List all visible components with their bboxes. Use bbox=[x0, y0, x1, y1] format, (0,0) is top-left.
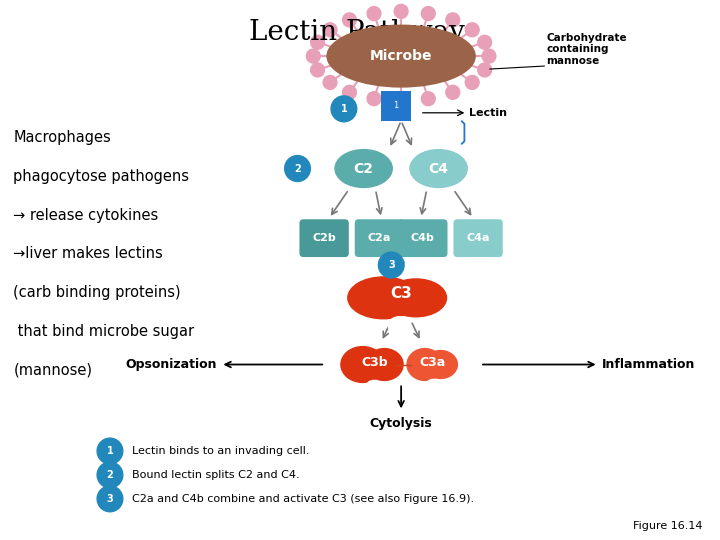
Ellipse shape bbox=[366, 349, 403, 380]
Text: C2: C2 bbox=[354, 161, 374, 176]
Circle shape bbox=[97, 486, 123, 512]
Ellipse shape bbox=[335, 150, 392, 187]
Text: C3a: C3a bbox=[420, 356, 446, 369]
Ellipse shape bbox=[410, 150, 467, 187]
Text: Figure 16.14: Figure 16.14 bbox=[633, 521, 702, 531]
Ellipse shape bbox=[366, 380, 380, 393]
Circle shape bbox=[97, 438, 123, 464]
Text: → release cytokines: → release cytokines bbox=[14, 208, 158, 222]
Circle shape bbox=[323, 23, 337, 37]
Text: C3b: C3b bbox=[361, 356, 388, 369]
Text: 2: 2 bbox=[107, 470, 113, 480]
Circle shape bbox=[395, 4, 408, 18]
Ellipse shape bbox=[427, 380, 438, 389]
Circle shape bbox=[465, 23, 479, 37]
Text: 1: 1 bbox=[341, 104, 347, 114]
Circle shape bbox=[343, 13, 356, 27]
Circle shape bbox=[465, 76, 479, 90]
Circle shape bbox=[421, 6, 435, 21]
Circle shape bbox=[395, 94, 408, 108]
FancyBboxPatch shape bbox=[454, 219, 503, 257]
Circle shape bbox=[323, 76, 337, 90]
Ellipse shape bbox=[327, 25, 475, 87]
Text: 1: 1 bbox=[107, 446, 113, 456]
Text: ❳: ❳ bbox=[453, 120, 474, 145]
Ellipse shape bbox=[385, 279, 446, 317]
Text: Microbe: Microbe bbox=[370, 49, 433, 63]
Circle shape bbox=[367, 6, 381, 21]
FancyBboxPatch shape bbox=[398, 219, 448, 257]
Text: 3: 3 bbox=[107, 494, 113, 504]
Circle shape bbox=[482, 49, 496, 63]
Text: Cytolysis: Cytolysis bbox=[370, 417, 433, 430]
Circle shape bbox=[284, 156, 310, 181]
Circle shape bbox=[343, 85, 356, 99]
Text: Macrophages: Macrophages bbox=[14, 130, 111, 145]
Text: Lectin binds to an invading cell.: Lectin binds to an invading cell. bbox=[132, 446, 309, 456]
Text: C2a and C4b combine and activate C3 (see also Figure 16.9).: C2a and C4b combine and activate C3 (see… bbox=[132, 494, 474, 504]
Circle shape bbox=[331, 96, 356, 122]
Text: Inflammation: Inflammation bbox=[601, 358, 695, 371]
Text: C4a: C4a bbox=[467, 233, 490, 243]
FancyBboxPatch shape bbox=[382, 91, 411, 121]
Circle shape bbox=[446, 13, 459, 27]
Circle shape bbox=[421, 92, 435, 106]
Ellipse shape bbox=[388, 317, 410, 335]
Text: Bound lectin splits C2 and C4.: Bound lectin splits C2 and C4. bbox=[132, 470, 300, 480]
Text: Carbohydrate
containing
mannose: Carbohydrate containing mannose bbox=[546, 32, 627, 66]
Circle shape bbox=[310, 63, 325, 77]
Text: C3: C3 bbox=[390, 286, 412, 301]
Circle shape bbox=[379, 252, 404, 278]
Text: C2b: C2b bbox=[312, 233, 336, 243]
Text: →liver makes lectins: →liver makes lectins bbox=[14, 246, 163, 261]
Text: C2a: C2a bbox=[368, 233, 391, 243]
Text: Lectin Pathway: Lectin Pathway bbox=[249, 19, 464, 46]
Text: (carb binding proteins): (carb binding proteins) bbox=[14, 285, 181, 300]
FancyBboxPatch shape bbox=[300, 219, 348, 257]
Text: Opsonization: Opsonization bbox=[125, 358, 217, 371]
Circle shape bbox=[446, 85, 459, 99]
Ellipse shape bbox=[341, 347, 384, 382]
Circle shape bbox=[97, 462, 123, 488]
FancyBboxPatch shape bbox=[355, 219, 404, 257]
Text: 3: 3 bbox=[388, 260, 395, 270]
Circle shape bbox=[367, 92, 381, 106]
Circle shape bbox=[307, 49, 320, 63]
Circle shape bbox=[478, 35, 492, 49]
Text: that bind microbe sugar: that bind microbe sugar bbox=[14, 323, 194, 339]
Text: phagocytose pathogens: phagocytose pathogens bbox=[14, 169, 189, 184]
Text: C4: C4 bbox=[428, 161, 449, 176]
Ellipse shape bbox=[348, 277, 419, 319]
Text: 1: 1 bbox=[394, 102, 399, 110]
Text: Lectin: Lectin bbox=[469, 108, 507, 118]
Text: (mannose): (mannose) bbox=[14, 362, 92, 377]
Text: 2: 2 bbox=[294, 164, 301, 173]
Circle shape bbox=[310, 35, 325, 49]
Ellipse shape bbox=[424, 350, 457, 379]
Ellipse shape bbox=[407, 349, 443, 380]
Text: C4b: C4b bbox=[411, 233, 435, 243]
Circle shape bbox=[478, 63, 492, 77]
